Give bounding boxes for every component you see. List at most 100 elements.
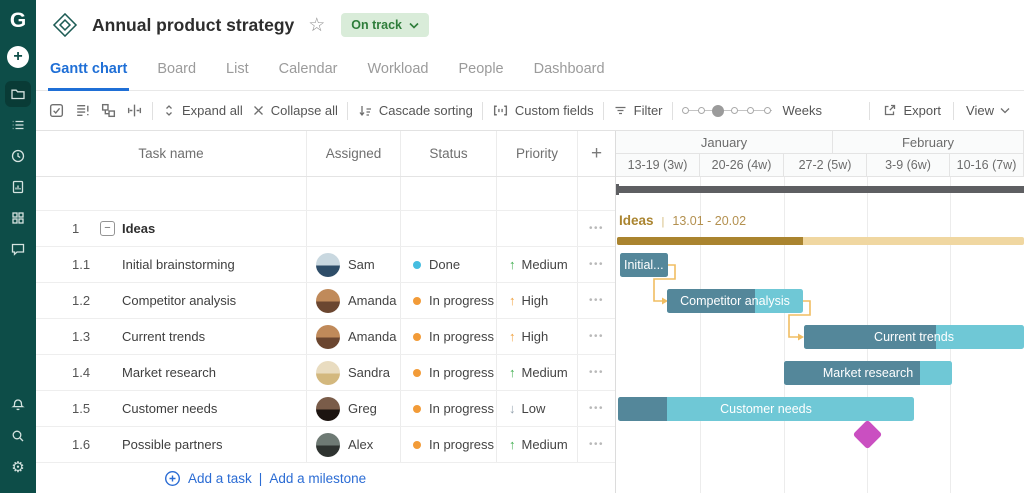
slider-dot[interactable]	[697, 107, 705, 114]
row-menu-button[interactable]: •••	[577, 391, 615, 426]
slider-dot[interactable]	[681, 107, 689, 114]
zoom-slider[interactable]	[681, 104, 774, 117]
row-menu-button[interactable]: •••	[577, 211, 615, 246]
tab[interactable]: Calendar	[278, 61, 338, 77]
status-cell[interactable]	[400, 211, 496, 246]
priority-cell[interactable]: ↑ Medium	[496, 355, 577, 390]
task-name[interactable]: Initial brainstorming	[122, 257, 235, 272]
status-cell[interactable]: In progress	[400, 427, 496, 462]
assigned-cell[interactable]: Amanda	[306, 319, 400, 354]
slider-dot[interactable]	[747, 107, 755, 114]
assigned-cell[interactable]: Alex	[306, 427, 400, 462]
status-cell[interactable]: In progress	[400, 355, 496, 390]
collapse-toggle[interactable]: −	[100, 221, 115, 236]
tab[interactable]: Dashboard	[533, 61, 605, 77]
tab[interactable]: People	[458, 61, 504, 77]
task-name[interactable]: Current trends	[122, 329, 206, 344]
summary-label[interactable]: Ideas | 13.01 - 20.02	[619, 213, 746, 228]
sidebar-item-portfolio[interactable]	[5, 205, 31, 231]
table-row[interactable]: 1.6 Possible partners Alex In progress ↑…	[36, 427, 615, 463]
row-menu-button[interactable]: •••	[577, 319, 615, 354]
task-name[interactable]: Market research	[122, 365, 216, 380]
priority-cell[interactable]	[496, 211, 577, 246]
task-name-cell[interactable]: 1 − Ideas	[36, 211, 306, 246]
status-cell[interactable]: In progress	[400, 319, 496, 354]
collapse-all-button[interactable]: Collapse all	[252, 103, 338, 118]
sidebar-item-notifications[interactable]	[5, 392, 31, 418]
gantt-bar[interactable]: Initial...	[620, 253, 668, 277]
assigned-cell[interactable]: Amanda	[306, 283, 400, 318]
slider-dot[interactable]	[730, 107, 738, 114]
gantt-bar[interactable]: Current trends	[804, 325, 1024, 349]
slider-dot[interactable]	[711, 104, 724, 117]
priority-cell[interactable]: ↑ High	[496, 319, 577, 354]
table-row[interactable]: 1.2 Competitor analysis Amanda In progre…	[36, 283, 615, 319]
priority-cell[interactable]: ↑ Medium	[496, 247, 577, 282]
gantt-bar[interactable]: Customer needs	[618, 397, 914, 421]
tab[interactable]: Board	[157, 61, 197, 77]
status-cell[interactable]: In progress	[400, 283, 496, 318]
summary-bar[interactable]	[617, 237, 1024, 245]
tab[interactable]: List	[226, 61, 249, 77]
row-menu-button[interactable]: •••	[577, 283, 615, 318]
milestone-diamond[interactable]	[852, 419, 883, 450]
task-name-cell[interactable]: 1.3 Current trends	[36, 319, 306, 354]
select-tasks-button[interactable]	[48, 102, 65, 119]
status-badge[interactable]: On track	[341, 13, 430, 37]
sidebar-item-tasks[interactable]	[5, 112, 31, 138]
task-name-cell[interactable]: 1.5 Customer needs	[36, 391, 306, 426]
dependencies-button[interactable]	[100, 102, 117, 119]
sidebar-item-history[interactable]	[5, 143, 31, 169]
assigned-cell[interactable]: Sam	[306, 247, 400, 282]
add-milestone-link[interactable]: Add a milestone	[269, 470, 367, 486]
gantt-bar[interactable]: Market research	[784, 361, 952, 385]
timeline-week-cell: 13-19 (3w)	[616, 154, 700, 176]
view-button[interactable]: View	[966, 103, 1010, 118]
sidebar-item-settings[interactable]: ⚙	[5, 454, 31, 480]
expand-all-button[interactable]: Expand all	[162, 103, 243, 118]
assigned-cell[interactable]: Sandra	[306, 355, 400, 390]
task-name-cell[interactable]: 1.6 Possible partners	[36, 427, 306, 462]
sidebar-item-comments[interactable]	[5, 236, 31, 262]
gantt-bar[interactable]: Competitor analysis	[667, 289, 803, 313]
table-row[interactable]: 1.5 Customer needs Greg In progress ↓ Lo…	[36, 391, 615, 427]
task-name-cell[interactable]: 1.1 Initial brainstorming	[36, 247, 306, 282]
cascade-sorting-button[interactable]: Cascade sorting	[357, 103, 473, 119]
tab[interactable]: Gantt chart	[48, 61, 130, 91]
add-column-button[interactable]: +	[577, 131, 615, 176]
row-menu-button[interactable]: •••	[577, 247, 615, 282]
assigned-cell[interactable]	[306, 211, 400, 246]
slider-dot[interactable]	[763, 107, 771, 114]
add-task-link[interactable]: Add a task	[188, 470, 252, 486]
priority-cell[interactable]: ↓ Low	[496, 391, 577, 426]
row-menu-button[interactable]: •••	[577, 355, 615, 390]
row-menu-button[interactable]: •••	[577, 427, 615, 462]
priority-cell[interactable]: ↑ Medium	[496, 427, 577, 462]
assigned-cell[interactable]: Greg	[306, 391, 400, 426]
task-name-cell[interactable]: 1.4 Market research	[36, 355, 306, 390]
task-name-cell[interactable]: 1.2 Competitor analysis	[36, 283, 306, 318]
table-row[interactable]: 1.4 Market research Sandra In progress ↑…	[36, 355, 615, 391]
task-name[interactable]: Ideas	[122, 221, 156, 236]
custom-fields-button[interactable]: Custom fields	[492, 102, 594, 119]
task-name[interactable]: Possible partners	[122, 437, 223, 452]
table-row[interactable]: 1 − Ideas •••	[36, 211, 615, 247]
favorite-star-icon[interactable]: ☆	[308, 14, 326, 36]
export-button[interactable]: Export	[882, 103, 941, 118]
add-new-button[interactable]: +	[7, 46, 29, 68]
table-row[interactable]: 1.1 Initial brainstorming Sam Done ↑ Med…	[36, 247, 615, 283]
sidebar-item-search[interactable]	[5, 423, 31, 449]
sidebar-item-projects[interactable]	[5, 81, 31, 107]
filter-button[interactable]: Filter	[613, 103, 663, 118]
status-cell[interactable]: In progress	[400, 391, 496, 426]
horizontal-scrollbar[interactable]	[619, 186, 1024, 193]
task-name[interactable]: Competitor analysis	[122, 293, 237, 308]
status-cell[interactable]: Done	[400, 247, 496, 282]
table-row[interactable]: 1.3 Current trends Amanda In progress ↑ …	[36, 319, 615, 355]
tab[interactable]: Workload	[367, 61, 429, 77]
auto-fit-button[interactable]	[126, 102, 143, 119]
priority-cell[interactable]: ↑ High	[496, 283, 577, 318]
task-name[interactable]: Customer needs	[122, 401, 218, 416]
sidebar-item-reports[interactable]	[5, 174, 31, 200]
overdue-tasks-button[interactable]	[74, 102, 91, 119]
